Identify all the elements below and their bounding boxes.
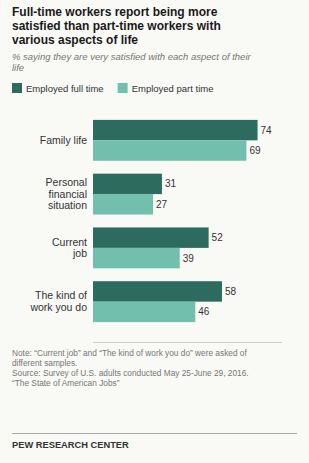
- text-line: Personal: [46, 176, 87, 188]
- text-line: PEW RESEARCH CENTER: [12, 440, 129, 450]
- chart-container: Full-time workers report being moresatis…: [0, 0, 309, 463]
- text-line: Source: Survey of U.S. adults conducted …: [12, 368, 249, 378]
- text-line: work you do: [29, 301, 87, 313]
- bars: [93, 120, 258, 322]
- data-label: 31: [165, 178, 177, 189]
- legend: Employed full time Employed part time: [12, 83, 213, 94]
- bar: [93, 140, 246, 160]
- text-line: “The State of American Jobs”: [12, 378, 120, 388]
- data-label: 58: [225, 286, 237, 297]
- text-line: Family life: [40, 134, 87, 146]
- footer-rule: [12, 433, 297, 434]
- footer: PEW RESEARCH CENTER: [12, 440, 129, 450]
- text-line: different samples.: [12, 358, 77, 368]
- text-line: situation: [48, 199, 87, 211]
- bar: [93, 120, 258, 140]
- text-line: financial: [48, 188, 87, 200]
- legend-swatch: [12, 83, 22, 93]
- page: {"chart_data": { "type": "bar", "orienta…: [0, 0, 309, 463]
- data-label: 74: [261, 125, 273, 136]
- text-line: job: [72, 247, 87, 259]
- legend-label: Employed full time: [26, 83, 104, 94]
- text-line: Note: “Current job” and “The kind of wor…: [12, 348, 247, 358]
- text-line: various aspects of life: [12, 33, 138, 47]
- text-line: The kind of: [35, 289, 87, 301]
- text-line: Full-time workers report being more: [12, 5, 218, 19]
- title: Full-time workers report being moresatis…: [12, 5, 221, 47]
- bar: [93, 174, 162, 194]
- data-label: 52: [212, 232, 224, 243]
- category-label: Family life: [40, 134, 87, 146]
- x-axis-line: [93, 342, 282, 343]
- bar: [93, 281, 222, 301]
- legend-label: Employed part time: [132, 83, 214, 94]
- text-line: satisfied than part-time workers with: [12, 19, 221, 33]
- bar: [93, 302, 195, 322]
- data-label: 69: [249, 145, 261, 156]
- subtitle: % saying they are very satisfied with ea…: [12, 51, 252, 73]
- data-label: 46: [198, 306, 210, 317]
- data-label: 39: [183, 253, 195, 264]
- bar: [93, 194, 153, 214]
- category-label: Currentjob: [52, 236, 87, 260]
- text-line: % saying they are very satisfied with ea…: [12, 51, 252, 62]
- text-line: life: [12, 62, 24, 73]
- note: Note: “Current job” and “The kind of wor…: [12, 348, 249, 388]
- chart-svg: Full-time workers report being moresatis…: [0, 0, 309, 463]
- labels: Family life 7469 Personalfinancialsituatio…: [29, 125, 272, 318]
- category-label: Personalfinancialsituation: [46, 176, 88, 211]
- legend-swatch: [118, 83, 128, 93]
- bar: [93, 227, 209, 247]
- data-label: 27: [156, 199, 168, 210]
- bar: [93, 248, 180, 268]
- category-label: The kind ofwork you do: [29, 289, 87, 313]
- text-line: Current: [52, 236, 87, 248]
